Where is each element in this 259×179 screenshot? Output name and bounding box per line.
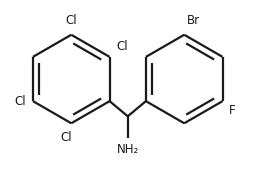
Text: Cl: Cl — [116, 40, 128, 53]
Text: NH₂: NH₂ — [117, 143, 139, 156]
Text: Br: Br — [187, 14, 200, 27]
Text: Cl: Cl — [66, 14, 77, 27]
Text: Cl: Cl — [15, 95, 26, 108]
Text: Cl: Cl — [61, 131, 73, 144]
Text: F: F — [229, 104, 236, 117]
